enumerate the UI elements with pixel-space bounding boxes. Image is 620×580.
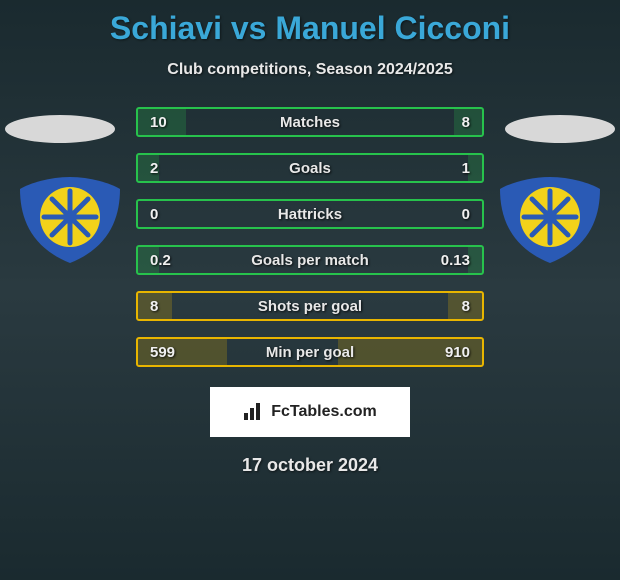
- player-ellipse-right: [505, 115, 615, 143]
- shield-icon: [500, 177, 600, 263]
- stat-label: Shots per goal: [190, 298, 430, 315]
- stat-value-left: 0.2: [150, 252, 190, 269]
- stat-value-right: 0.13: [430, 252, 470, 269]
- stat-label: Matches: [190, 114, 430, 131]
- stat-fill-right: [468, 155, 482, 181]
- comparison-stage: 10Matches82Goals10Hattricks00.2Goals per…: [0, 107, 620, 377]
- stat-value-right: 8: [430, 114, 470, 131]
- club-badge-right: [500, 177, 600, 263]
- stat-value-left: 10: [150, 114, 190, 131]
- stat-label: Goals: [190, 160, 430, 177]
- footer-date: 17 october 2024: [0, 455, 620, 476]
- stat-value-left: 0: [150, 206, 190, 223]
- stat-value-right: 910: [430, 344, 470, 361]
- stat-label: Min per goal: [190, 344, 430, 361]
- stat-row: 10Matches8: [136, 107, 484, 137]
- stat-label: Hattricks: [190, 206, 430, 223]
- stat-row: 0Hattricks0: [136, 199, 484, 229]
- stat-fill-right: [468, 247, 482, 273]
- stat-value-right: 1: [430, 160, 470, 177]
- page-subtitle: Club competitions, Season 2024/2025: [0, 61, 620, 79]
- stat-row: 0.2Goals per match0.13: [136, 245, 484, 275]
- club-badge-left: [20, 177, 120, 263]
- shield-icon: [20, 177, 120, 263]
- player-ellipse-left: [5, 115, 115, 143]
- stat-value-right: 0: [430, 206, 470, 223]
- stat-value-right: 8: [430, 298, 470, 315]
- stat-value-left: 599: [150, 344, 190, 361]
- stat-value-left: 2: [150, 160, 190, 177]
- stat-label: Goals per match: [190, 252, 430, 269]
- stat-rows-container: 10Matches82Goals10Hattricks00.2Goals per…: [136, 107, 484, 383]
- stat-row: 2Goals1: [136, 153, 484, 183]
- brand-box: FcTables.com: [210, 387, 410, 437]
- stat-value-left: 8: [150, 298, 190, 315]
- bars-icon: [243, 403, 265, 421]
- brand-text: FcTables.com: [271, 403, 377, 421]
- stat-row: 599Min per goal910: [136, 337, 484, 367]
- page-title: Schiavi vs Manuel Cicconi: [0, 0, 620, 47]
- stat-row: 8Shots per goal8: [136, 291, 484, 321]
